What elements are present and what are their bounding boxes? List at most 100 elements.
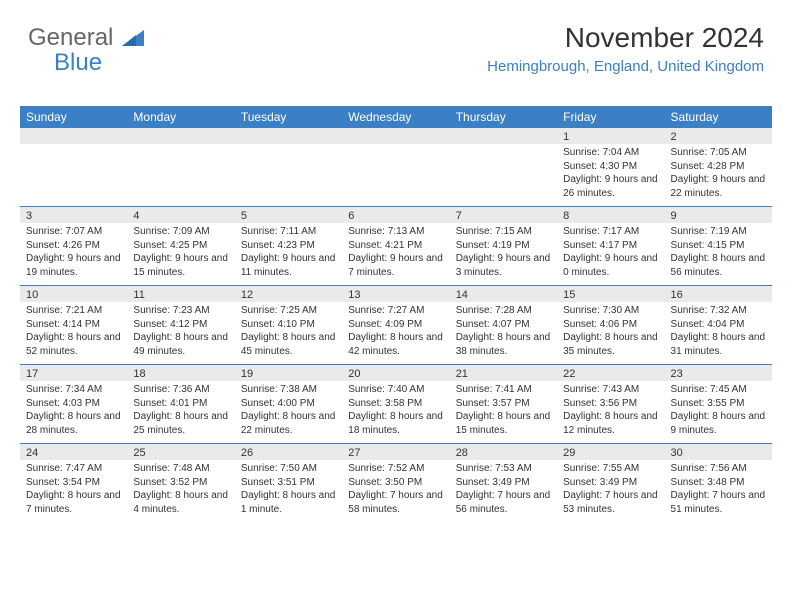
sunset-text: Sunset: 4:00 PM: [241, 397, 336, 411]
daylight-text: Daylight: 8 hours and 45 minutes.: [241, 331, 336, 358]
month-title: November 2024: [487, 22, 764, 54]
sunset-text: Sunset: 4:06 PM: [563, 318, 658, 332]
daylight-text: Daylight: 8 hours and 38 minutes.: [456, 331, 551, 358]
daylight-text: Daylight: 8 hours and 15 minutes.: [456, 410, 551, 437]
day-info: Sunrise: 7:32 AMSunset: 4:04 PMDaylight:…: [665, 302, 772, 364]
sunrise-text: Sunrise: 7:50 AM: [241, 462, 336, 476]
date-number: 22: [557, 365, 664, 381]
sunrise-text: Sunrise: 7:34 AM: [26, 383, 121, 397]
sunset-text: Sunset: 3:48 PM: [671, 476, 766, 490]
sunrise-text: Sunrise: 7:13 AM: [348, 225, 443, 239]
day-info: Sunrise: 7:36 AMSunset: 4:01 PMDaylight:…: [127, 381, 234, 443]
calendar-cell: 28Sunrise: 7:53 AMSunset: 3:49 PMDayligh…: [450, 444, 557, 522]
day-info: Sunrise: 7:23 AMSunset: 4:12 PMDaylight:…: [127, 302, 234, 364]
day-header: Monday: [127, 106, 234, 128]
calendar-cell: [450, 128, 557, 206]
day-info: Sunrise: 7:04 AMSunset: 4:30 PMDaylight:…: [557, 144, 664, 206]
sunrise-text: Sunrise: 7:05 AM: [671, 146, 766, 160]
daylight-text: Daylight: 8 hours and 25 minutes.: [133, 410, 228, 437]
day-info: Sunrise: 7:13 AMSunset: 4:21 PMDaylight:…: [342, 223, 449, 285]
date-number: [127, 128, 234, 144]
calendar-cell: 1Sunrise: 7:04 AMSunset: 4:30 PMDaylight…: [557, 128, 664, 206]
daylight-text: Daylight: 8 hours and 42 minutes.: [348, 331, 443, 358]
daylight-text: Daylight: 8 hours and 56 minutes.: [671, 252, 766, 279]
day-info: Sunrise: 7:09 AMSunset: 4:25 PMDaylight:…: [127, 223, 234, 285]
calendar-cell: 17Sunrise: 7:34 AMSunset: 4:03 PMDayligh…: [20, 365, 127, 443]
calendar-cell: 8Sunrise: 7:17 AMSunset: 4:17 PMDaylight…: [557, 207, 664, 285]
date-number: 1: [557, 128, 664, 144]
daylight-text: Daylight: 9 hours and 0 minutes.: [563, 252, 658, 279]
daylight-text: Daylight: 9 hours and 11 minutes.: [241, 252, 336, 279]
calendar-cell: 9Sunrise: 7:19 AMSunset: 4:15 PMDaylight…: [665, 207, 772, 285]
calendar-cell: 22Sunrise: 7:43 AMSunset: 3:56 PMDayligh…: [557, 365, 664, 443]
date-number: 14: [450, 286, 557, 302]
daylight-text: Daylight: 8 hours and 35 minutes.: [563, 331, 658, 358]
daylight-text: Daylight: 9 hours and 7 minutes.: [348, 252, 443, 279]
daylight-text: Daylight: 9 hours and 15 minutes.: [133, 252, 228, 279]
daylight-text: Daylight: 9 hours and 3 minutes.: [456, 252, 551, 279]
day-info: Sunrise: 7:45 AMSunset: 3:55 PMDaylight:…: [665, 381, 772, 443]
sunrise-text: Sunrise: 7:41 AM: [456, 383, 551, 397]
header-right: November 2024 Hemingbrough, England, Uni…: [487, 22, 764, 75]
day-header: Saturday: [665, 106, 772, 128]
calendar-cell: 21Sunrise: 7:41 AMSunset: 3:57 PMDayligh…: [450, 365, 557, 443]
sunset-text: Sunset: 3:51 PM: [241, 476, 336, 490]
calendar-cell: 27Sunrise: 7:52 AMSunset: 3:50 PMDayligh…: [342, 444, 449, 522]
day-info: Sunrise: 7:25 AMSunset: 4:10 PMDaylight:…: [235, 302, 342, 364]
date-number: 8: [557, 207, 664, 223]
day-info: Sunrise: 7:17 AMSunset: 4:17 PMDaylight:…: [557, 223, 664, 285]
day-info: Sunrise: 7:19 AMSunset: 4:15 PMDaylight:…: [665, 223, 772, 285]
day-header: Wednesday: [342, 106, 449, 128]
date-number: 16: [665, 286, 772, 302]
day-info: Sunrise: 7:40 AMSunset: 3:58 PMDaylight:…: [342, 381, 449, 443]
day-info: Sunrise: 7:05 AMSunset: 4:28 PMDaylight:…: [665, 144, 772, 206]
date-number: [450, 128, 557, 144]
sunset-text: Sunset: 3:50 PM: [348, 476, 443, 490]
sunrise-text: Sunrise: 7:36 AM: [133, 383, 228, 397]
calendar-cell: [235, 128, 342, 206]
logo-triangle-icon: [122, 25, 144, 53]
sunset-text: Sunset: 4:21 PM: [348, 239, 443, 253]
day-info: Sunrise: 7:28 AMSunset: 4:07 PMDaylight:…: [450, 302, 557, 364]
sunset-text: Sunset: 4:04 PM: [671, 318, 766, 332]
sunset-text: Sunset: 4:30 PM: [563, 160, 658, 174]
day-info: Sunrise: 7:27 AMSunset: 4:09 PMDaylight:…: [342, 302, 449, 364]
sunset-text: Sunset: 3:49 PM: [563, 476, 658, 490]
day-info: Sunrise: 7:48 AMSunset: 3:52 PMDaylight:…: [127, 460, 234, 522]
sunrise-text: Sunrise: 7:48 AM: [133, 462, 228, 476]
calendar: SundayMondayTuesdayWednesdayThursdayFrid…: [20, 106, 772, 522]
calendar-cell: 12Sunrise: 7:25 AMSunset: 4:10 PMDayligh…: [235, 286, 342, 364]
calendar-cell: 7Sunrise: 7:15 AMSunset: 4:19 PMDaylight…: [450, 207, 557, 285]
day-info: Sunrise: 7:34 AMSunset: 4:03 PMDaylight:…: [20, 381, 127, 443]
calendar-cell: 14Sunrise: 7:28 AMSunset: 4:07 PMDayligh…: [450, 286, 557, 364]
calendar-cell: 13Sunrise: 7:27 AMSunset: 4:09 PMDayligh…: [342, 286, 449, 364]
sunrise-text: Sunrise: 7:32 AM: [671, 304, 766, 318]
day-info: Sunrise: 7:38 AMSunset: 4:00 PMDaylight:…: [235, 381, 342, 443]
day-info: Sunrise: 7:21 AMSunset: 4:14 PMDaylight:…: [20, 302, 127, 364]
sunrise-text: Sunrise: 7:25 AM: [241, 304, 336, 318]
sunrise-text: Sunrise: 7:45 AM: [671, 383, 766, 397]
sunrise-text: Sunrise: 7:38 AM: [241, 383, 336, 397]
day-headers: SundayMondayTuesdayWednesdayThursdayFrid…: [20, 106, 772, 128]
daylight-text: Daylight: 8 hours and 1 minute.: [241, 489, 336, 516]
daylight-text: Daylight: 8 hours and 18 minutes.: [348, 410, 443, 437]
day-header: Tuesday: [235, 106, 342, 128]
daylight-text: Daylight: 8 hours and 52 minutes.: [26, 331, 121, 358]
sunset-text: Sunset: 4:25 PM: [133, 239, 228, 253]
calendar-cell: [127, 128, 234, 206]
date-number: [342, 128, 449, 144]
sunset-text: Sunset: 4:14 PM: [26, 318, 121, 332]
calendar-cell: 15Sunrise: 7:30 AMSunset: 4:06 PMDayligh…: [557, 286, 664, 364]
week-row: 17Sunrise: 7:34 AMSunset: 4:03 PMDayligh…: [20, 364, 772, 443]
calendar-cell: 20Sunrise: 7:40 AMSunset: 3:58 PMDayligh…: [342, 365, 449, 443]
day-header: Sunday: [20, 106, 127, 128]
calendar-cell: 30Sunrise: 7:56 AMSunset: 3:48 PMDayligh…: [665, 444, 772, 522]
calendar-cell: 25Sunrise: 7:48 AMSunset: 3:52 PMDayligh…: [127, 444, 234, 522]
sunrise-text: Sunrise: 7:07 AM: [26, 225, 121, 239]
logo: General Blue: [28, 24, 144, 77]
day-info: [342, 144, 449, 152]
daylight-text: Daylight: 8 hours and 31 minutes.: [671, 331, 766, 358]
sunset-text: Sunset: 3:55 PM: [671, 397, 766, 411]
sunrise-text: Sunrise: 7:27 AM: [348, 304, 443, 318]
date-number: 4: [127, 207, 234, 223]
